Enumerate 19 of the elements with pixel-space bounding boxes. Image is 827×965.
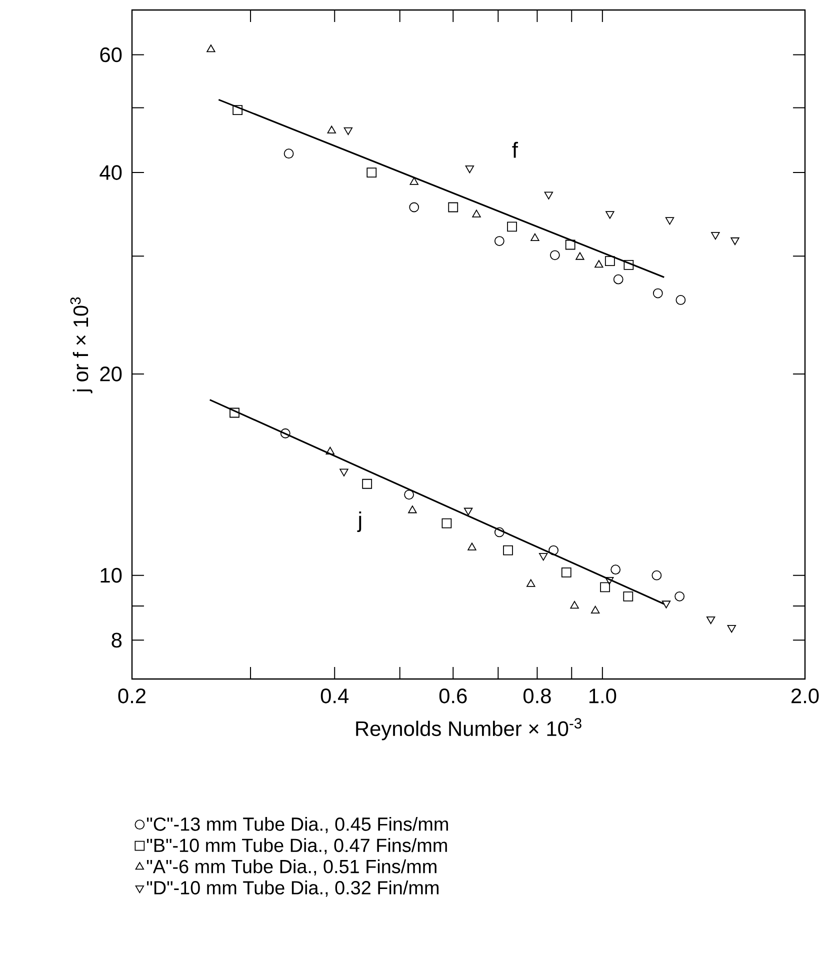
legend-label: "C"-13 mm Tube Dia., 0.45 Fins/mm — [146, 816, 448, 834]
legend-label: "A"-6 mm Tube Dia., 0.51 Fins/mm — [146, 859, 436, 876]
annotation: f — [512, 142, 518, 158]
y-tick-label: 8 — [112, 632, 122, 648]
x-tick-label: 2.0 — [792, 688, 819, 704]
y-tick-label: 60 — [100, 47, 122, 62]
x-tick-label: 1.0 — [589, 688, 616, 704]
legend-label: "B"-10 mm Tube Dia., 0.47 Fins/mm — [146, 838, 447, 854]
annotation: j — [357, 512, 362, 532]
legend-label: "D"-10 mm Tube Dia., 0.32 Fin/mm — [146, 880, 438, 897]
x-axis-title: Reynolds Number × 10$^{-3}$ — [356, 718, 582, 740]
x-tick-label: 0.6 — [439, 688, 467, 704]
y-tick-label: 10 — [100, 568, 122, 583]
x-tick-label: 0.2 — [118, 688, 146, 704]
y-tick-label: 40 — [100, 165, 122, 180]
x-tick-label: 0.4 — [320, 688, 349, 704]
y-tick-label: 20 — [100, 366, 122, 382]
x-tick-label: 0.8 — [523, 688, 551, 704]
y-axis-title: j or f × 10$^{3}$ — [70, 297, 92, 394]
